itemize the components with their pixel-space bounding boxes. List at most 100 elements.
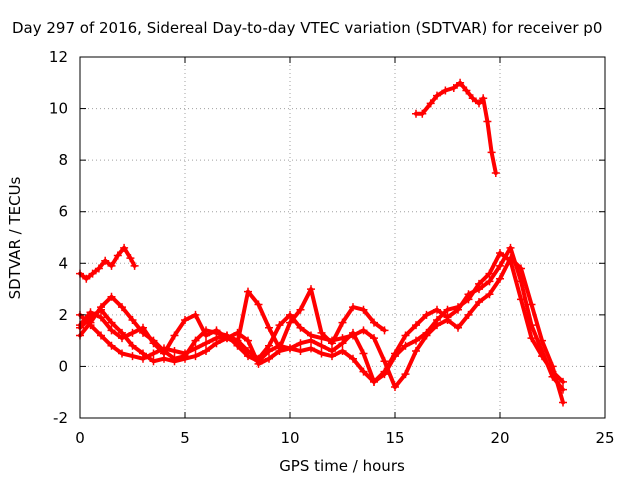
- data-point: [391, 349, 399, 358]
- data-point: [149, 349, 158, 358]
- data-point: [349, 331, 357, 340]
- series-arc-2: [412, 78, 500, 178]
- data-point: [496, 274, 504, 283]
- data-point: [202, 346, 210, 355]
- data-point: [223, 334, 231, 343]
- data-point: [254, 300, 263, 309]
- data-point: [265, 341, 273, 350]
- data-point: [506, 254, 515, 263]
- x-tick-label: 20: [490, 429, 509, 447]
- axis-ticks: [79, 56, 606, 419]
- data-point: [254, 354, 263, 363]
- data-point: [443, 305, 452, 314]
- data-point: [527, 334, 536, 343]
- data-point: [338, 346, 347, 355]
- x-tick-label: 15: [385, 429, 404, 447]
- data-point: [559, 398, 567, 407]
- data-point: [349, 354, 357, 363]
- data-point: [307, 331, 315, 340]
- data-point: [128, 352, 137, 361]
- data-point: [244, 336, 252, 345]
- data-point: [244, 287, 252, 296]
- data-point: [202, 331, 210, 340]
- data-point: [401, 341, 410, 350]
- data-point: [370, 377, 378, 386]
- data-point: [317, 349, 326, 358]
- data-point: [191, 344, 200, 353]
- data-point: [97, 331, 105, 340]
- x-tick-label: 0: [75, 429, 85, 447]
- data-point: [296, 305, 305, 314]
- y-axis-label: SDTVAR / TECUs: [6, 176, 24, 299]
- data-point: [441, 86, 450, 95]
- data-point: [418, 109, 427, 118]
- data-point: [464, 310, 473, 319]
- series-arc-1: [76, 243, 139, 283]
- data-point: [191, 352, 200, 361]
- data-point: [359, 367, 368, 376]
- plot-frame: [79, 56, 606, 419]
- data-point: [307, 285, 315, 294]
- data-point: [170, 346, 179, 355]
- x-axis-label: GPS time / hours: [279, 457, 405, 475]
- data-point: [433, 305, 441, 314]
- data-point: [275, 344, 284, 353]
- data-point: [286, 318, 294, 327]
- data-point: [370, 334, 378, 343]
- data-point: [338, 318, 347, 327]
- data-point: [475, 285, 483, 294]
- data-point: [401, 331, 410, 340]
- data-point: [462, 86, 471, 95]
- series-line: [78, 245, 137, 281]
- data-point: [548, 362, 557, 371]
- data-point: [286, 344, 294, 353]
- data-point: [496, 261, 504, 270]
- data-point: [475, 297, 483, 306]
- data-point: [380, 326, 389, 335]
- x-tick-label: 5: [180, 429, 190, 447]
- data-point: [191, 310, 200, 319]
- data-point: [296, 346, 305, 355]
- y-tick-label: 2: [58, 306, 68, 324]
- data-point: [191, 336, 200, 345]
- data-point: [128, 328, 137, 337]
- data-point: [412, 321, 420, 330]
- data-point: [128, 316, 137, 325]
- data-point: [464, 290, 473, 299]
- data-point: [139, 354, 147, 363]
- data-point: [97, 303, 105, 312]
- data-point: [101, 256, 110, 265]
- data-point: [160, 349, 168, 358]
- data-point: [126, 254, 135, 263]
- y-tick-label: 0: [58, 357, 68, 375]
- y-tick-label: 12: [49, 48, 68, 66]
- data-point: [359, 326, 368, 335]
- data-point: [317, 341, 326, 350]
- data-point: [487, 148, 496, 157]
- data-point: [479, 94, 488, 103]
- data-point: [212, 326, 221, 335]
- data-point: [517, 264, 525, 273]
- data-point: [485, 277, 494, 286]
- data-point: [328, 346, 336, 355]
- data-point: [118, 349, 126, 358]
- data-point: [120, 243, 129, 252]
- data-point: [82, 274, 91, 283]
- data-point: [128, 341, 137, 350]
- data-point: [454, 323, 462, 332]
- data-point: [317, 328, 326, 337]
- data-point: [485, 269, 494, 278]
- data-point: [412, 336, 420, 345]
- data-point: [401, 370, 410, 379]
- x-tick-label: 10: [280, 429, 299, 447]
- data-point: [130, 261, 139, 270]
- data-point: [118, 334, 126, 343]
- data-point: [338, 334, 347, 343]
- data-point: [286, 310, 294, 319]
- data-point: [86, 308, 95, 317]
- data-point: [118, 303, 126, 312]
- data-point: [349, 303, 357, 312]
- data-point: [107, 326, 116, 335]
